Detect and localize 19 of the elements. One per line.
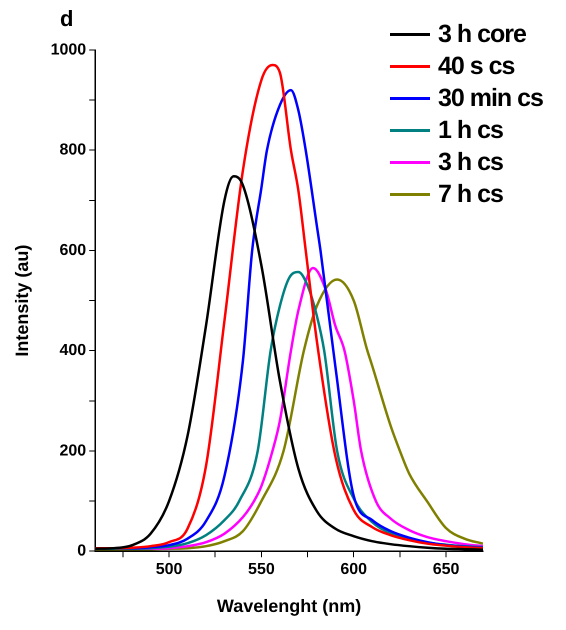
x-tick-label: 600 [340,561,368,578]
x-tick-label: 500 [156,561,183,578]
y-tick-label: 0 [77,542,86,560]
legend-label: 7 h cs [438,180,503,208]
y-tick-label: 200 [59,442,86,460]
legend-label: 1 h cs [438,116,503,144]
legend-label: 40 s cs [438,52,514,80]
y-tick-label: 800 [59,142,86,159]
y-tick-label: 600 [59,242,86,259]
y-tick-label: 1000 [50,41,86,58]
y-axis-title: Intensity (au) [12,244,32,357]
legend-label: 3 h cs [438,148,503,176]
legend-label: 30 min cs [438,84,543,112]
x-tick-label: 550 [248,561,275,578]
legend-label: 3 h core [438,20,526,48]
chart-title: d [60,6,74,32]
x-axis-title: Wavelenght (nm) [216,596,362,616]
x-tick-label: 650 [432,561,460,578]
y-tick-label: 400 [59,342,86,360]
